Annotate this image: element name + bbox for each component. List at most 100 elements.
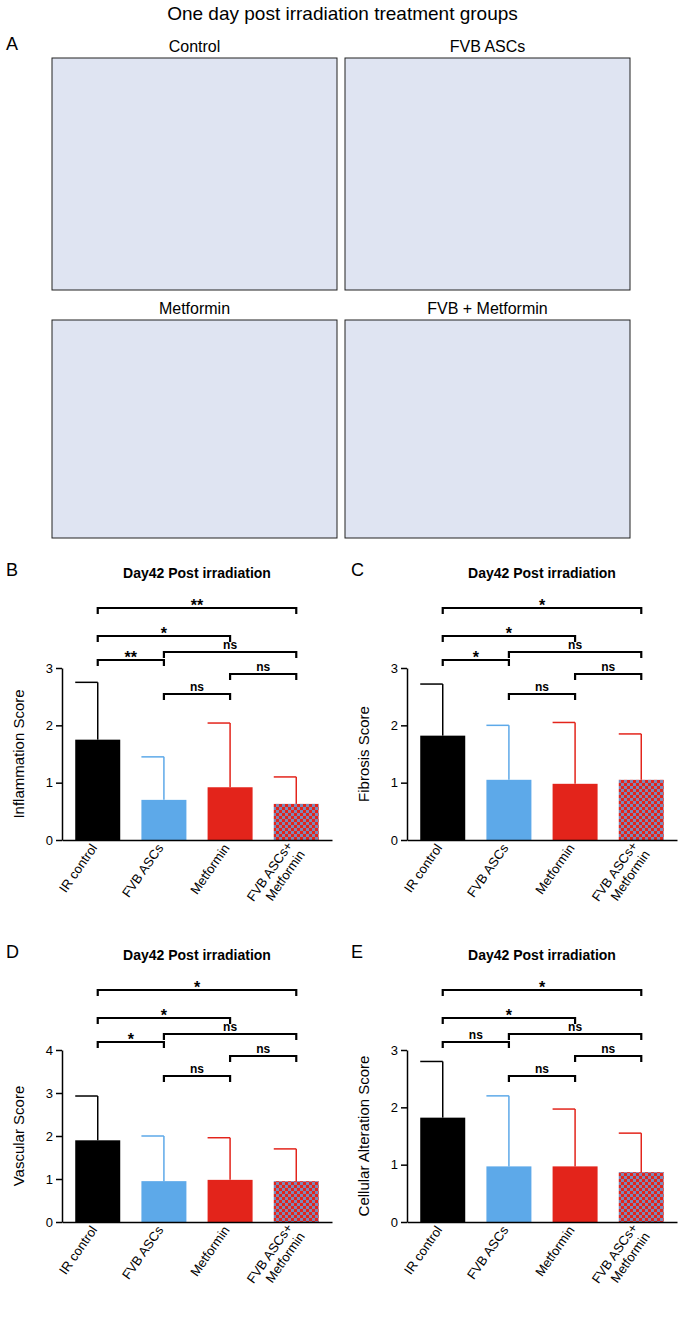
significance-label: ns (190, 1062, 204, 1076)
error-bar (274, 1149, 297, 1181)
x-tick-label: Metformin (187, 1223, 232, 1279)
y-tick-mark (56, 1179, 62, 1181)
error-bar-cap (141, 756, 164, 758)
x-tick: Metformin (532, 1222, 577, 1279)
bar-chart: DDay42 Post irradiation01234Vascular Sco… (6, 942, 333, 1295)
bar (208, 1180, 253, 1222)
significance-label: ** (191, 597, 204, 614)
y-tick-label: 0 (391, 833, 398, 848)
error-bar-stem (163, 757, 165, 800)
error-bar-stem (229, 723, 231, 787)
y-tick-label: 0 (46, 833, 53, 848)
significance-label: ns (223, 638, 237, 652)
error-bar (208, 1138, 231, 1180)
error-bar-stem (574, 1109, 576, 1166)
y-tick: 0 (391, 833, 407, 848)
x-tick: FVB ASCs+Metformin (244, 1221, 308, 1295)
bar (553, 1166, 598, 1222)
y-tick-mark (56, 725, 62, 727)
error-bar-stem (97, 1096, 99, 1140)
significance-label: ns (256, 1042, 270, 1056)
plot-marks (420, 684, 664, 840)
y-axis: 0123 (391, 1043, 408, 1230)
bar (75, 1140, 120, 1222)
y-tick: 1 (46, 775, 62, 790)
y-tick-mark (56, 668, 62, 670)
x-tick: FVB ASCs+Metformin (589, 1221, 653, 1295)
y-tick: 3 (391, 661, 407, 676)
y-tick: 3 (391, 1043, 407, 1058)
x-tick-label: Metformin (187, 841, 232, 897)
x-tick: IR control (56, 1222, 100, 1277)
y-tick: 1 (46, 1172, 62, 1187)
x-axis: IR control FVB ASCs Metformin FVB ASCs+Metf… (56, 1221, 333, 1295)
significance-bracket (509, 652, 641, 658)
y-tick: 2 (391, 718, 407, 733)
x-tick: Metformin (532, 840, 577, 897)
y-tick-mark (56, 1222, 62, 1224)
image-placeholder (52, 58, 337, 290)
error-bar-cap (420, 683, 443, 685)
y-tick-label: 2 (46, 1129, 53, 1144)
y-axis-title: Fibrosis Score (355, 706, 372, 802)
bar (420, 736, 465, 840)
error-bar-stem (163, 1136, 165, 1181)
bar-chart: BDay42 Post irradiation0123Inflammation … (6, 560, 333, 913)
error-bar-stem (508, 1096, 510, 1167)
significance-bracket (443, 1042, 509, 1048)
error-bar (75, 1096, 98, 1140)
x-tick-label: IR control (401, 841, 445, 895)
significance-label: * (539, 979, 546, 996)
x-tick: FVB ASCs+Metformin (244, 839, 308, 913)
significance-label: * (506, 625, 513, 642)
histology-image: FVB ASCs (345, 38, 630, 290)
chart-title: Day42 Post irradiation (468, 947, 616, 963)
x-tick-label: IR control (56, 1223, 100, 1277)
plot-marks (75, 1096, 319, 1222)
error-bar (553, 722, 576, 783)
image-placeholder (345, 320, 630, 538)
significance-bracket (230, 1056, 296, 1062)
x-tick-label: FVB ASCs+Metformin (589, 1221, 653, 1295)
y-axis: 0 1 2 3 (391, 661, 408, 848)
bar (208, 787, 253, 840)
x-tick-label: IR control (401, 1223, 445, 1277)
x-tick: FVB ASCs (119, 1222, 167, 1282)
bar (274, 1181, 319, 1222)
x-tick: FVB ASCs (464, 840, 512, 900)
y-tick-mark (401, 668, 407, 670)
y-tick: 3 (46, 661, 62, 676)
y-tick-label: 0 (46, 1215, 53, 1230)
x-tick-label: FVB ASCs+Metformin (244, 1221, 308, 1295)
error-bar-stem (641, 1133, 643, 1172)
y-tick-label: 2 (391, 1100, 398, 1115)
error-bar (553, 1109, 576, 1166)
y-tick-mark (56, 1136, 62, 1138)
y-tick-label: 1 (391, 775, 398, 790)
significance-label: ns (535, 680, 549, 694)
significance-label: * (473, 649, 480, 666)
error-bar-cap (619, 1132, 642, 1134)
histology-image: Metformin (52, 300, 337, 538)
error-bar-stem (641, 734, 643, 780)
bar (420, 1118, 465, 1222)
x-tick-label: FVB ASCs+Metformin (244, 839, 308, 913)
y-axis-line (407, 1051, 409, 1223)
error-bar-cap (208, 1137, 231, 1139)
y-tick-mark (56, 782, 62, 784)
y-tick-mark (401, 1107, 407, 1109)
error-bar-stem (442, 684, 444, 736)
chart-title: Day42 Post irradiation (123, 565, 271, 581)
significance-label: * (161, 1007, 168, 1024)
significance-bracket (575, 674, 641, 680)
significance-label: ns (223, 1020, 237, 1034)
chart-title: Day42 Post irradiation (468, 565, 616, 581)
error-bar (486, 725, 509, 779)
significance-bracket (164, 1076, 230, 1082)
y-axis-title: Cellular Alteration Score (355, 1056, 372, 1217)
y-tick-mark (56, 840, 62, 842)
y-tick: 4 (46, 1043, 62, 1058)
error-bar-stem (229, 1138, 231, 1180)
y-tick-mark (401, 840, 407, 842)
significance-bracket (164, 1034, 296, 1040)
